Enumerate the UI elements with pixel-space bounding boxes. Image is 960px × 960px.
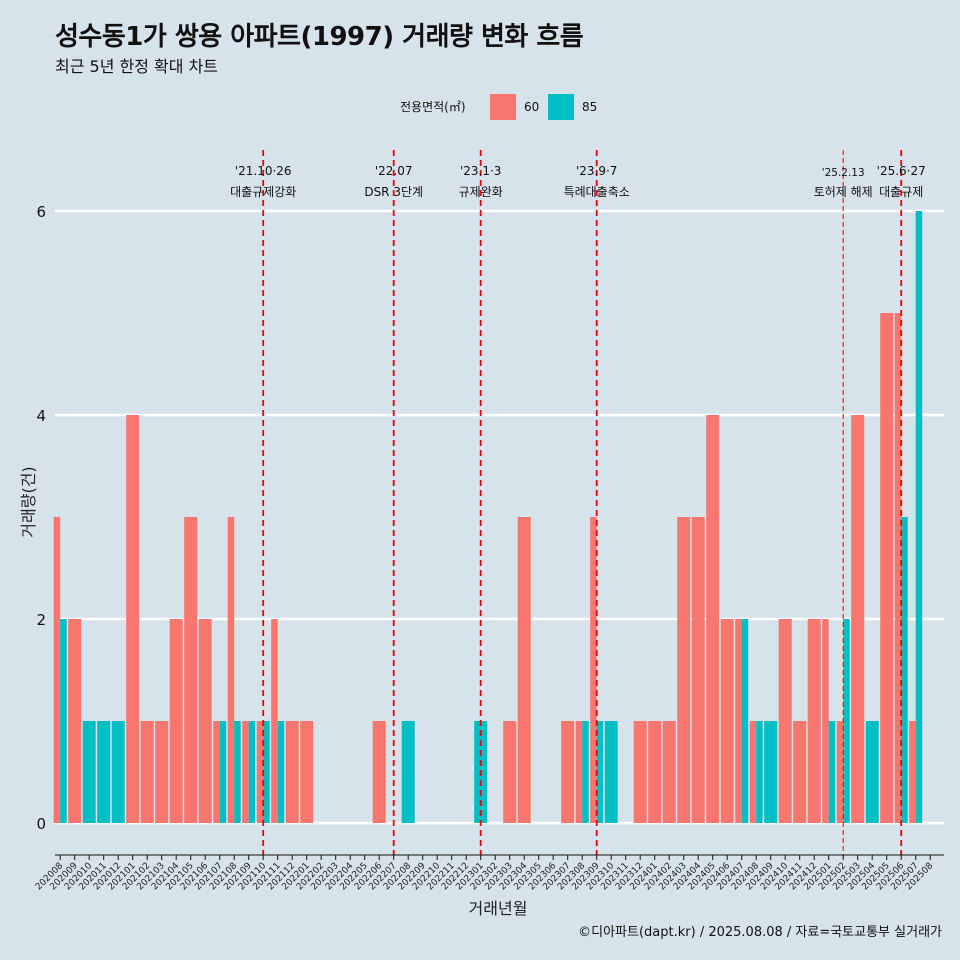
bar-60-202309 <box>590 517 597 823</box>
bar-60-202304 <box>517 517 531 823</box>
bar-60-202109 <box>242 721 249 823</box>
event-lines: '21.10·26 대출규제강화 '22.07 DSR 3단계 '23.1·3 규제완화 '… <box>230 150 926 855</box>
event-date: '23.9·7 <box>576 164 617 178</box>
bar-60-202107 <box>213 721 220 823</box>
bar-60-202009 <box>68 619 82 823</box>
bar-60-202104 <box>169 619 183 823</box>
caption: ©디아파트(dapt.kr) / 2025.08.08 / 자료=국토교통부 실… <box>578 925 942 940</box>
bar-60-202102 <box>140 721 154 823</box>
bar-60-202111 <box>271 619 278 823</box>
bar-85-202407 <box>741 619 749 823</box>
bar-85-202308 <box>582 721 589 823</box>
bar-85-202011 <box>97 721 111 823</box>
bar-60-202506 <box>894 313 902 823</box>
event-date: '23.1·3 <box>460 164 501 178</box>
event-date: '25.6·27 <box>877 164 926 178</box>
chart-title: 성수동1가 쌍용 아파트(1997) 거래량 변화 흐름 <box>55 22 584 52</box>
event-date: '22.07 <box>375 164 413 178</box>
bars <box>53 211 923 823</box>
bar-60-202106 <box>198 619 212 823</box>
bar-60-202411 <box>793 721 807 823</box>
bar-85-202507 <box>915 211 923 823</box>
bar-60-202502 <box>836 721 844 823</box>
event-label: DSR 3단계 <box>364 185 423 199</box>
axes: 2020082020092020102020112020122021012021… <box>34 854 944 892</box>
bar-85-202111 <box>277 721 285 823</box>
event-label: 토허제 해제 <box>814 185 873 199</box>
y-axis-title: 거래량(건) <box>19 466 38 537</box>
bar-60-202407 <box>735 619 742 823</box>
bar-85-202502 <box>843 619 850 823</box>
bar-85-202110 <box>263 721 270 823</box>
y-tick-label: 2 <box>36 611 46 629</box>
event-label: 대출규제강화 <box>230 185 296 199</box>
bar-85-202504 <box>865 721 879 823</box>
bar-85-202501 <box>828 721 836 823</box>
bar-60-202108 <box>227 517 235 823</box>
bar-60-202105 <box>184 517 198 823</box>
bar-60-202112 <box>285 721 299 823</box>
legend-swatch-60 <box>490 94 516 120</box>
bar-60-202103 <box>155 721 169 823</box>
bar-60-202206 <box>372 721 386 823</box>
bar-85-202109 <box>248 721 256 823</box>
y-tick-label: 6 <box>36 203 46 221</box>
bar-60-202406 <box>720 619 734 823</box>
bar-60-202401 <box>648 721 662 823</box>
bar-85-202506 <box>901 517 908 823</box>
event-label: 특례대출축소 <box>564 185 630 199</box>
event-label: 대출규제 <box>879 185 923 199</box>
bar-60-202303 <box>503 721 517 823</box>
bar-60-202503 <box>851 415 865 823</box>
event-date: '25.2.13 <box>822 167 865 179</box>
bar-60-202101 <box>126 415 140 823</box>
bar-60-202505 <box>880 313 894 823</box>
bar-60-202412 <box>807 619 821 823</box>
bar-60-202410 <box>778 619 792 823</box>
bar-60-202507 <box>909 721 916 823</box>
bar-85-202310 <box>604 721 618 823</box>
bar-85-202012 <box>111 721 125 823</box>
chart-subtitle: 최근 5년 한정 확대 차트 <box>55 57 219 76</box>
bar-85-202107 <box>219 721 227 823</box>
event-label: 규제완화 <box>459 185 503 199</box>
bar-85-202409 <box>764 721 778 823</box>
bar-60-202403 <box>677 517 691 823</box>
bar-85-202008 <box>60 619 67 823</box>
legend-label-85: 85 <box>582 100 597 114</box>
legend-title: 전용면적(㎡) <box>400 100 466 114</box>
bar-60-202405 <box>706 415 720 823</box>
bar-85-202408 <box>756 721 763 823</box>
bar-60-202312 <box>633 721 647 823</box>
bar-60-202307 <box>561 721 575 823</box>
x-axis-title: 거래년월 <box>469 899 528 918</box>
bar-60-202501 <box>822 619 829 823</box>
bar-60-202404 <box>691 517 705 823</box>
bar-60-202008 <box>53 517 61 823</box>
bar-60-202402 <box>662 721 676 823</box>
bar-60-202201 <box>300 721 314 823</box>
bar-60-202308 <box>575 721 583 823</box>
bar-60-202110 <box>256 721 264 823</box>
bar-85-202010 <box>82 721 96 823</box>
bar-85-202108 <box>234 721 241 823</box>
y-tick-label: 4 <box>36 407 46 425</box>
bar-60-202408 <box>749 721 757 823</box>
legend-label-60: 60 <box>524 100 539 114</box>
y-tick-label: 0 <box>36 815 46 833</box>
bar-85-202208 <box>401 721 415 823</box>
event-date: '21.10·26 <box>235 164 292 178</box>
legend-swatch-85 <box>548 94 574 120</box>
legend: 전용면적(㎡) 60 85 <box>400 94 597 120</box>
bar-85-202309 <box>596 721 604 823</box>
